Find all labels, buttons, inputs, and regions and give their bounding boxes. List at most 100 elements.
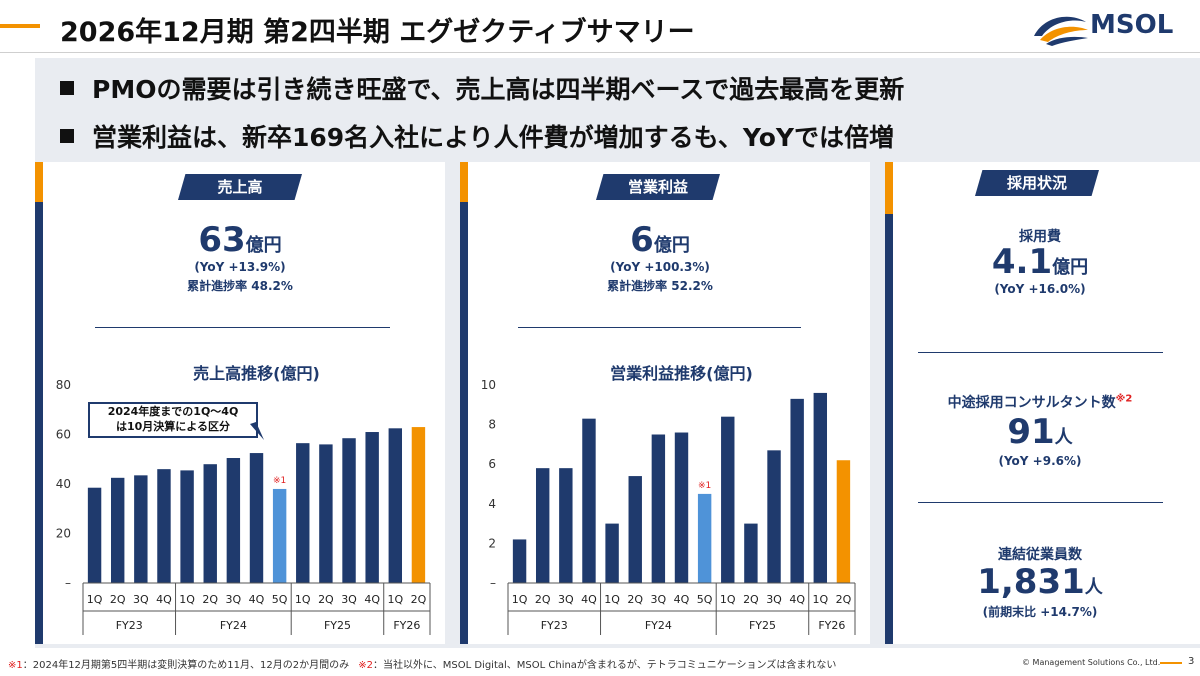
profit-accent-orange [460,162,468,202]
sales-xtick-label: 4Q [364,593,380,606]
employees-value: 1,831人 [940,562,1140,602]
sales-bar [296,443,310,583]
profit-xtick-label: 1Q [512,593,528,606]
bullet-2: 営業利益は、新卒169名入社により人件費が増加するも、YoYでは倍増 [60,118,894,154]
sales-xtick-label: 2Q [202,593,218,606]
profit-xtick-label: 3Q [558,593,574,606]
sales-xtick-label: 3Q [341,593,357,606]
footnote-2-text: ：当社以外に、MSOL Digital、MSOL Chinaが含まれるが、テトラ… [373,660,837,671]
midcareer-label-text: 中途採用コンサルタント数 [947,395,1116,411]
profit-xtick-label: 3Q [766,593,782,606]
profit-xtick-label: 5Q [697,593,713,606]
footnote-1-text: ：2024年12月期第5四半期は変則決算のため11月、12月の2か月間のみ [22,660,350,671]
sales-xtick-label: 5Q [272,593,288,606]
msol-logo-icon [1034,16,1088,46]
profit-ytick-label: 6 [488,457,496,471]
hiring-divider-1 [918,352,1163,353]
midcareer-number: 91 [1007,412,1055,452]
profit-bar [582,418,596,583]
sales-ytick-label: 80 [56,378,71,392]
sales-bar [319,444,333,583]
profit-value: 6億円 [560,220,760,260]
profit-bar [697,493,712,583]
profit-bar [512,539,527,583]
profit-ytick-label: 10 [481,378,496,392]
sales-group-label: FY26 [393,619,420,632]
midcareer-note: ※2 [1115,393,1133,405]
profit-group-label: FY23 [541,619,568,632]
sales-bar [342,438,356,583]
profit-annotation: ※1 [698,481,711,491]
bullet-1: PMOの需要は引き続き旺盛で、売上高は四半期ベースで過去最高を更新 [60,70,904,106]
profit-xtick-label: 1Q [812,593,828,606]
profit-xtick-label: 2Q [836,593,852,606]
profit-bar [790,398,804,583]
profit-progress: 累計進捗率 52.2% [607,279,713,293]
profit-xtick-label: 4Q [581,593,597,606]
hiring-divider-2 [918,502,1163,503]
footnote: ※1：2024年12月期第5四半期は変則決算のため11月、12月の2か月間のみ … [8,656,836,671]
sales-xtick-label: 4Q [156,593,172,606]
hiring-cost-value: 4.1億円 [940,242,1140,282]
profit-ytick-label: 8 [488,418,496,432]
profit-bar [767,450,781,583]
hiring-tag: 採用状況 [975,170,1099,196]
profit-group-label: FY25 [749,619,776,632]
midcareer-label: 中途採用コンサルタント数※2 [920,392,1160,412]
hiring-cost-yoy: (YoY +16.0%) [994,282,1086,296]
title-accent-bar [0,24,40,28]
sales-yoy: (YoY +13.9%) [194,260,286,274]
sales-xtick-label: 3Q [226,593,242,606]
profit-ytick-label: 2 [488,536,496,550]
profit-accent-navy [460,202,468,644]
sales-tag: 売上高 [178,174,302,200]
footnote-1-mark: ※1 [8,660,23,671]
sales-ytick-label: – [65,576,71,590]
sales-divider [95,327,390,328]
footer-accent-line [1160,662,1182,664]
callout-line-2: は10月決算による区分 [116,420,230,433]
sales-xtick-label: 1Q [295,593,311,606]
fiscal-callout: 2024年度までの1Q～4Q は10月決算による区分 [88,402,258,438]
employees-unit: 人 [1084,577,1103,598]
hiring-cost-label: 採用費 [1019,229,1061,245]
page-title: 2026年12月期 第2四半期 エグゼクティブサマリー [60,17,695,48]
profit-xtick-label: 1Q [604,593,620,606]
sales-ytick-label: 60 [56,428,71,442]
profit-bar [605,523,619,583]
profit-bar [721,416,735,583]
callout-pointer-icon [250,422,264,440]
profit-divider [518,327,801,328]
footnote-2-mark: ※2 [358,660,374,671]
sales-bar [388,428,403,583]
copyright: © Management Solutions Co., Ltd. [1022,658,1161,667]
sales-bar [203,464,217,583]
sales-bar [411,427,426,583]
profit-xtick-label: 4Q [789,593,805,606]
sales-group-label: FY24 [220,619,247,632]
profit-xtick-label: 2Q [627,593,643,606]
profit-xtick-label: 3Q [651,593,667,606]
employees-number: 1,831 [977,562,1085,602]
profit-xtick-label: 4Q [674,593,690,606]
sales-bar [157,469,171,583]
profit-xtick-label: 2Q [535,593,551,606]
sales-unit: 億円 [245,235,282,256]
page-number: 3 [1188,656,1195,667]
sales-xtick-label: 2Q [411,593,427,606]
sales-ytick-label: 20 [56,527,71,541]
profit-group-label: FY24 [645,619,672,632]
callout-line-1: 2024年度までの1Q～4Q [107,405,239,418]
sales-annotation: ※1 [273,476,286,486]
msol-logo-text: MSOL [1090,10,1174,40]
sales-xtick-label: 2Q [318,593,334,606]
hiring-accent-navy [885,214,893,644]
profit-ytick-label: 4 [488,497,496,511]
sales-chart-title: 売上高推移(億円) [193,364,320,383]
sales-xtick-label: 1Q [179,593,195,606]
sales-xtick-label: 4Q [249,593,265,606]
employees-label: 連結従業員数 [998,547,1082,563]
bullet-square-icon [60,129,74,143]
profit-bar [628,476,642,583]
sales-group-label: FY25 [324,619,351,632]
